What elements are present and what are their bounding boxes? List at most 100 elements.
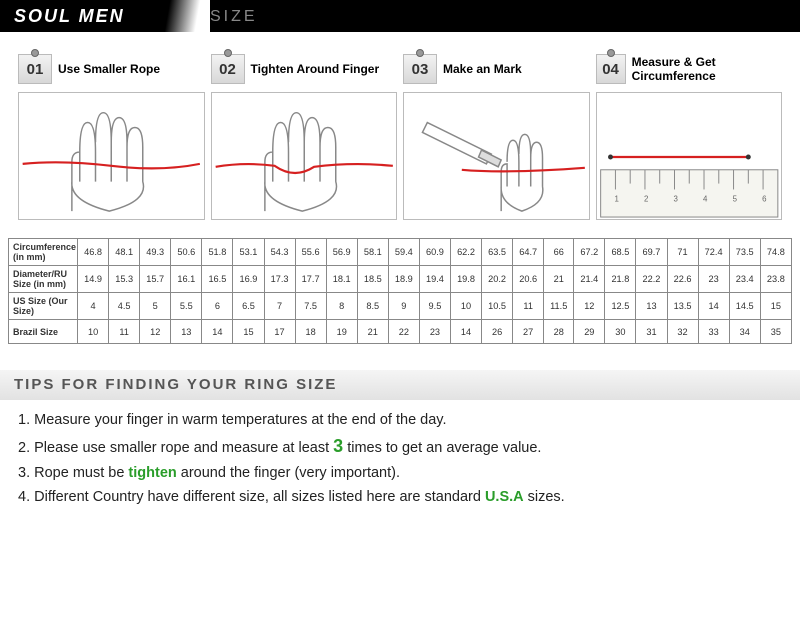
- svg-text:3: 3: [673, 194, 678, 203]
- row-header: Brazil Size: [9, 320, 78, 344]
- pin-icon: [416, 49, 424, 57]
- size-cell: 13: [636, 293, 667, 320]
- table-row: Diameter/RU Size (in mm)14.915.315.716.1…: [9, 266, 792, 293]
- size-cell: 8: [326, 293, 357, 320]
- size-cell: 23.8: [760, 266, 791, 293]
- tip-text: 1. Measure your finger in warm temperatu…: [18, 412, 447, 428]
- step-3: 03 Make an Mark: [403, 52, 590, 220]
- size-cell: 6.5: [233, 293, 264, 320]
- size-cell: 18: [295, 320, 326, 344]
- row-header: Circumference (in mm): [9, 239, 78, 266]
- size-cell: 12.5: [605, 293, 636, 320]
- tip-text: around the finger (very important).: [177, 465, 400, 481]
- size-cell: 6: [202, 293, 233, 320]
- svg-text:5: 5: [732, 194, 737, 203]
- size-cell: 18.9: [388, 266, 419, 293]
- size-cell: 14.5: [729, 293, 760, 320]
- step-num-badge: 02: [211, 54, 245, 84]
- size-cell: 32: [667, 320, 698, 344]
- size-cell: 16.9: [233, 266, 264, 293]
- size-cell: 21: [357, 320, 388, 344]
- size-cell: 21.8: [605, 266, 636, 293]
- tip-text: sizes.: [524, 489, 565, 505]
- table-row: Brazil Size10111213141517181921222314262…: [9, 320, 792, 344]
- size-cell: 31: [636, 320, 667, 344]
- svg-text:2: 2: [643, 194, 647, 203]
- tip-item: 1. Measure your finger in warm temperatu…: [18, 412, 782, 428]
- pin-icon: [31, 49, 39, 57]
- size-cell: 63.5: [482, 239, 513, 266]
- size-cell: 17: [264, 320, 295, 344]
- step-num-text: 03: [412, 61, 429, 78]
- size-cell: 35: [760, 320, 791, 344]
- tip-text: times to get an average value.: [343, 440, 541, 456]
- size-cell: 12: [140, 320, 171, 344]
- step-title: Tighten Around Finger: [251, 62, 380, 76]
- tip-item: 2. Please use smaller rope and measure a…: [18, 436, 782, 457]
- size-cell: 11: [109, 320, 140, 344]
- size-cell: 34: [729, 320, 760, 344]
- size-cell: 21.4: [574, 266, 605, 293]
- size-cell: 49.3: [140, 239, 171, 266]
- size-cell: 5: [140, 293, 171, 320]
- row-header: US Size (Our Size): [9, 293, 78, 320]
- size-cell: 50.6: [171, 239, 202, 266]
- size-cell: 13.5: [667, 293, 698, 320]
- size-cell: 16.5: [202, 266, 233, 293]
- size-cell: 11: [513, 293, 544, 320]
- size-cell: 66: [544, 239, 574, 266]
- step-title: Make an Mark: [443, 62, 522, 76]
- size-cell: 14: [698, 293, 729, 320]
- pin-icon: [607, 49, 615, 57]
- step-num-text: 01: [27, 61, 44, 78]
- size-cell: 4: [78, 293, 109, 320]
- size-cell: 15: [760, 293, 791, 320]
- size-cell: 18.1: [326, 266, 357, 293]
- table-row: US Size (Our Size)44.555.566.577.588.599…: [9, 293, 792, 320]
- tip-item: 4. Different Country have different size…: [18, 489, 782, 505]
- size-cell: 13: [171, 320, 202, 344]
- size-cell: 74.8: [760, 239, 791, 266]
- hand-tighten-icon: [212, 93, 397, 219]
- size-cell: 9: [388, 293, 419, 320]
- size-cell: 14.9: [78, 266, 109, 293]
- size-cell: 5.5: [171, 293, 202, 320]
- tips-header-text: TIPS FOR FINDING YOUR RING SIZE: [14, 376, 337, 393]
- size-cell: 22.2: [636, 266, 667, 293]
- size-cell: 21: [544, 266, 574, 293]
- step-illustration: 123456: [596, 92, 783, 220]
- size-cell: 27: [513, 320, 544, 344]
- size-cell: 26: [482, 320, 513, 344]
- size-cell: 7.5: [295, 293, 326, 320]
- size-cell: 59.4: [388, 239, 419, 266]
- size-cell: 16.1: [171, 266, 202, 293]
- ruler-measure-icon: 123456: [597, 93, 782, 219]
- tip-text: 2. Please use smaller rope and measure a…: [18, 440, 333, 456]
- size-cell: 15: [233, 320, 264, 344]
- size-cell: 54.3: [264, 239, 295, 266]
- size-cell: 10.5: [482, 293, 513, 320]
- tip-highlight: 3: [333, 436, 343, 456]
- size-cell: 72.4: [698, 239, 729, 266]
- size-cell: 20.2: [482, 266, 513, 293]
- tip-text: 3. Rope must be: [18, 465, 128, 481]
- size-cell: 19.8: [450, 266, 481, 293]
- size-cell: 67.2: [574, 239, 605, 266]
- size-cell: 4.5: [109, 293, 140, 320]
- size-cell: 22: [388, 320, 419, 344]
- size-cell: 23: [419, 320, 450, 344]
- pin-icon: [224, 49, 232, 57]
- svg-text:1: 1: [614, 194, 618, 203]
- size-cell: 30: [605, 320, 636, 344]
- size-cell: 20.6: [513, 266, 544, 293]
- step-title: Use Smaller Rope: [58, 62, 160, 76]
- size-cell: 19: [326, 320, 357, 344]
- size-cell: 17.3: [264, 266, 295, 293]
- size-cell: 12: [574, 293, 605, 320]
- size-cell: 15.7: [140, 266, 171, 293]
- size-cell: 69.7: [636, 239, 667, 266]
- tip-highlight: tighten: [128, 465, 176, 481]
- step-1: 01 Use Smaller Rope: [18, 52, 205, 220]
- step-num-badge: 03: [403, 54, 437, 84]
- size-cell: 23.4: [729, 266, 760, 293]
